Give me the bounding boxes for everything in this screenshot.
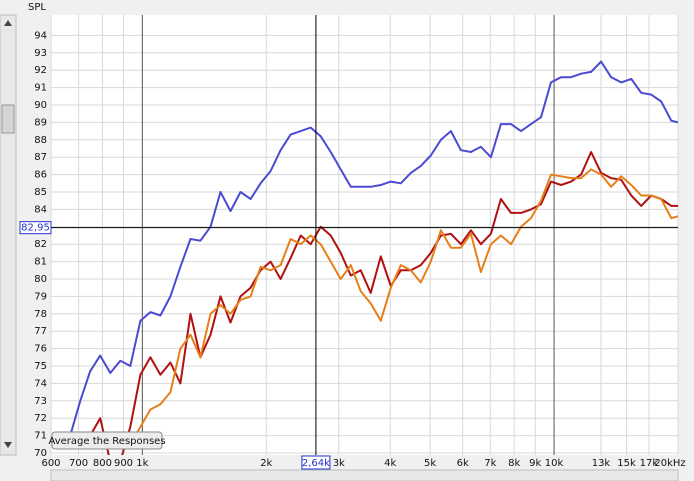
y-tick-label: 79 [34, 291, 47, 302]
y-tick-label: 74 [34, 378, 47, 389]
y-tick-label: 81 [34, 257, 47, 268]
x-tick-label: 8k [508, 458, 520, 469]
x-tick-label: 700 [69, 458, 88, 469]
y-tick-label: 80 [34, 274, 47, 285]
x-tick-label: 600 [41, 458, 60, 469]
x-tick-label: 7k [484, 458, 496, 469]
y-tick-label: 90 [34, 100, 47, 111]
y-tick-label: 91 [34, 83, 47, 94]
x-tick-label: 5k [424, 458, 436, 469]
y-tick-label: 94 [34, 30, 47, 41]
x-tick-label: 800 [93, 458, 112, 469]
y-tick-label: 85 [34, 187, 47, 198]
x-tick-label: 20kHz [654, 458, 685, 469]
v-scrollbar[interactable] [0, 14, 17, 456]
y-tick-label: 84 [34, 204, 47, 215]
average-button[interactable] [51, 431, 163, 450]
x-tick-label: 4k [384, 458, 396, 469]
y-tick-label: 76 [34, 344, 47, 355]
y-tick-label: 87 [34, 152, 47, 163]
y-tick-label: 78 [34, 309, 47, 320]
button-label: Average the Responses [48, 436, 165, 447]
v-scroll-thumb[interactable] [1, 104, 15, 134]
response-line [89, 151, 678, 455]
x-tick-label: 17k [640, 458, 659, 469]
h-scrollbar[interactable] [50, 469, 679, 481]
x-tick-label: 9k [529, 458, 541, 469]
y-tick-label: 70 [34, 448, 47, 459]
response-line [69, 60, 678, 436]
x-tick-label: 6k [457, 458, 469, 469]
y-axis-label: SPL [28, 2, 46, 13]
x-tick-label: 10k [545, 458, 564, 469]
cursor-x-label: 2,64k [302, 458, 330, 469]
y-tick-label: 93 [34, 48, 47, 59]
response-line [129, 168, 678, 445]
y-tick-label: 86 [34, 170, 47, 181]
cursor-y-box [19, 221, 52, 235]
cursor-y-label: 82,95 [21, 223, 50, 234]
x-tick-label: 1k [136, 458, 148, 469]
y-tick-label: 75 [34, 361, 47, 372]
cursor-x-box [301, 455, 331, 470]
y-tick-label: 72 [34, 413, 47, 424]
y-tick-label: 88 [34, 135, 47, 146]
x-tick-label: 3k [333, 458, 345, 469]
x-tick-label: 2k [260, 458, 272, 469]
y-tick-label: 71 [34, 431, 47, 442]
y-tick-label: 77 [34, 326, 47, 337]
y-tick-label: 82 [34, 239, 47, 250]
y-tick-label: 92 [34, 65, 47, 76]
y-tick-label: 73 [34, 396, 47, 407]
x-tick-label: 15k [617, 458, 636, 469]
x-tick-label: 13k [592, 458, 611, 469]
plot-area [51, 15, 678, 455]
y-tick-label: 89 [34, 117, 47, 128]
x-tick-label: 900 [114, 458, 133, 469]
